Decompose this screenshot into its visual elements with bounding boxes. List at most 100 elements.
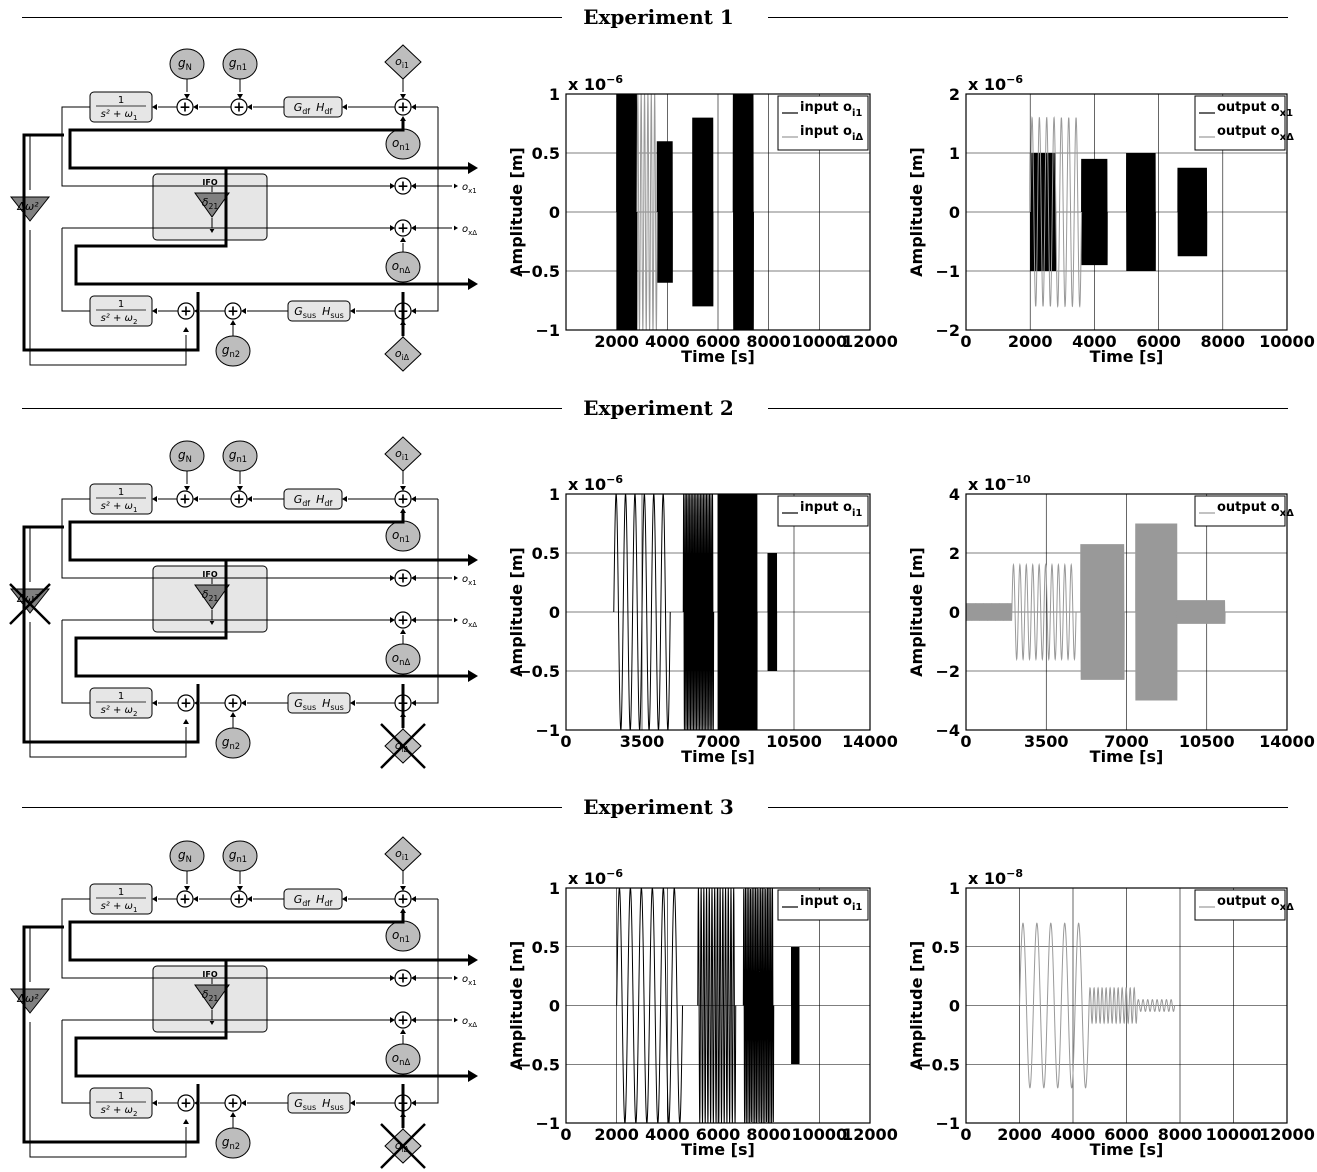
arrowhead: [241, 1100, 246, 1106]
arrowhead: [183, 1119, 189, 1124]
exponent-label: x 10−6: [568, 74, 623, 94]
oxD-output-label: oxΔ: [462, 616, 477, 629]
series-0-segment-0: [1019, 922, 1090, 1089]
x-tick-label: 12000: [1259, 1125, 1315, 1144]
x-tick-label: 2000: [594, 1125, 639, 1144]
y-axis-label: Amplitude [m]: [907, 147, 926, 277]
arrowhead: [411, 496, 416, 502]
series-0-segment-2: [1126, 152, 1156, 272]
y-axis-label: Amplitude [m]: [907, 547, 926, 677]
experiment-3-heading: Experiment 3: [0, 795, 1317, 819]
series-0-segment-2: [1080, 544, 1125, 680]
series-0-segment-1: [682, 494, 715, 730]
sum-node-bottom-2-plus: +: [227, 1096, 239, 1112]
y-tick-label: −0.5: [918, 1055, 960, 1074]
plot-frame: [565, 493, 871, 731]
series-0-segment-3: [790, 946, 800, 1065]
y-tick-label: −0.5: [518, 1055, 560, 1074]
tf-block-1-numerator: 1: [118, 95, 124, 106]
thick-path-lower: [74, 960, 468, 1078]
exponent-label: x 10−6: [968, 74, 1023, 94]
sum-node-top-2-plus: +: [233, 892, 245, 908]
arrowhead: [237, 886, 243, 891]
y-tick-label: 2: [949, 85, 960, 104]
sum-node-top-1-plus: +: [179, 492, 191, 508]
gn1-noise-source-label: gn1: [229, 848, 247, 864]
series-0-segment-2: [1136, 999, 1176, 1012]
x-tick-label: 4000: [1072, 332, 1117, 351]
sum-node-top-1-plus: +: [179, 100, 191, 116]
x-tick-label: 0: [560, 732, 571, 751]
delta21-gain: [194, 192, 230, 218]
oxD-output-label: oxΔ: [462, 1016, 477, 1029]
x-tick-label: 10500: [1179, 732, 1235, 751]
sum-node-oxD-plus: +: [397, 221, 409, 237]
tf-block-1-denominator: s² + ω1: [101, 109, 138, 122]
arrowhead: [350, 700, 355, 706]
on1-noise-source-label: on1: [392, 928, 410, 944]
ox1-output-label: ox1: [462, 182, 477, 195]
oi1-input-label: oi1: [395, 847, 409, 862]
y-tick-label: 0.5: [532, 938, 560, 957]
y-tick-label: 1: [949, 144, 960, 163]
thick-arrow-lower: [468, 278, 478, 290]
arrowhead: [183, 719, 189, 724]
x-tick-label: 4000: [645, 332, 690, 351]
oxD-output-label: oxΔ: [462, 224, 477, 237]
x-tick-label: 14000: [842, 732, 898, 751]
x-tick-label: 0: [960, 332, 971, 351]
data-series: [1029, 116, 1208, 308]
y-tick-label: −1: [935, 262, 960, 281]
on1-noise-source-label: on1: [392, 528, 410, 544]
arrowhead: [209, 621, 215, 625]
x-tick-label: 7000: [696, 732, 741, 751]
series-0-segment-2: [717, 494, 758, 730]
y-axis-label: Amplitude [m]: [507, 147, 526, 277]
thick-path-loop: [22, 925, 200, 1144]
x-tick-label: 8000: [1158, 1125, 1203, 1144]
tf-block-1-denominator: s² + ω1: [101, 501, 138, 514]
sum-node-bottom-1-plus: +: [180, 304, 192, 320]
y-tick-label: 1: [549, 879, 560, 898]
experiment-2-title: Experiment 2: [583, 396, 734, 420]
arrowhead: [350, 1100, 355, 1106]
x-tick-label: 4000: [645, 1125, 690, 1144]
experiment-2-input-plot: 0 3500 7000 10500 14000 −1 −0.5 0 0.5 1 x 10−6 Time…: [507, 474, 898, 766]
arrowhead: [209, 1021, 215, 1025]
y-tick-label: −4: [935, 721, 960, 740]
sum-node-ox1-plus: +: [397, 971, 409, 987]
x-tick-label: 0: [560, 1125, 571, 1144]
legend-entry: input oi1: [800, 100, 862, 119]
delta21-gain-label: δ21: [202, 196, 219, 211]
legend-box: [777, 95, 869, 151]
sum-node-bottom-1-plus: +: [180, 1096, 192, 1112]
experiment-1-output-plot: 0 2000 4000 6000 8000 10000 −2 −1 0 1 2 x 10−6 Time …: [907, 74, 1315, 366]
data-series: [613, 494, 778, 730]
x-tick-label: 0: [960, 732, 971, 751]
y-tick-label: 0: [949, 603, 960, 622]
delta-omega-removed-cross: [9, 583, 51, 625]
tf-block-1-numerator: 1: [118, 887, 124, 898]
x-tick-label: 3500: [620, 732, 665, 751]
arrowhead: [400, 486, 406, 491]
y-axis-label: Amplitude [m]: [507, 941, 526, 1071]
arrowhead: [411, 104, 416, 110]
x-tick-label: 2000: [997, 1125, 1042, 1144]
oiD-removed-cross: [380, 1123, 426, 1169]
series-0-segment-0: [616, 94, 638, 330]
arrowhead: [247, 896, 252, 902]
arrowhead: [390, 975, 395, 981]
tf-block-2-denominator: s² + ω2: [101, 313, 138, 326]
arrowhead: [400, 886, 406, 891]
arrowhead: [230, 712, 236, 717]
on1-noise-source-label: on1: [392, 136, 410, 152]
y-tick-label: 0.5: [532, 144, 560, 163]
g-df-h-df-block: [283, 96, 343, 118]
legend-box: [777, 889, 869, 921]
thick-path-upper: [68, 512, 468, 562]
gn2-noise-source-label: gn2: [222, 1135, 240, 1151]
arrowhead: [183, 327, 189, 332]
y-tick-label: 0: [949, 203, 960, 222]
arrowhead: [237, 94, 243, 99]
